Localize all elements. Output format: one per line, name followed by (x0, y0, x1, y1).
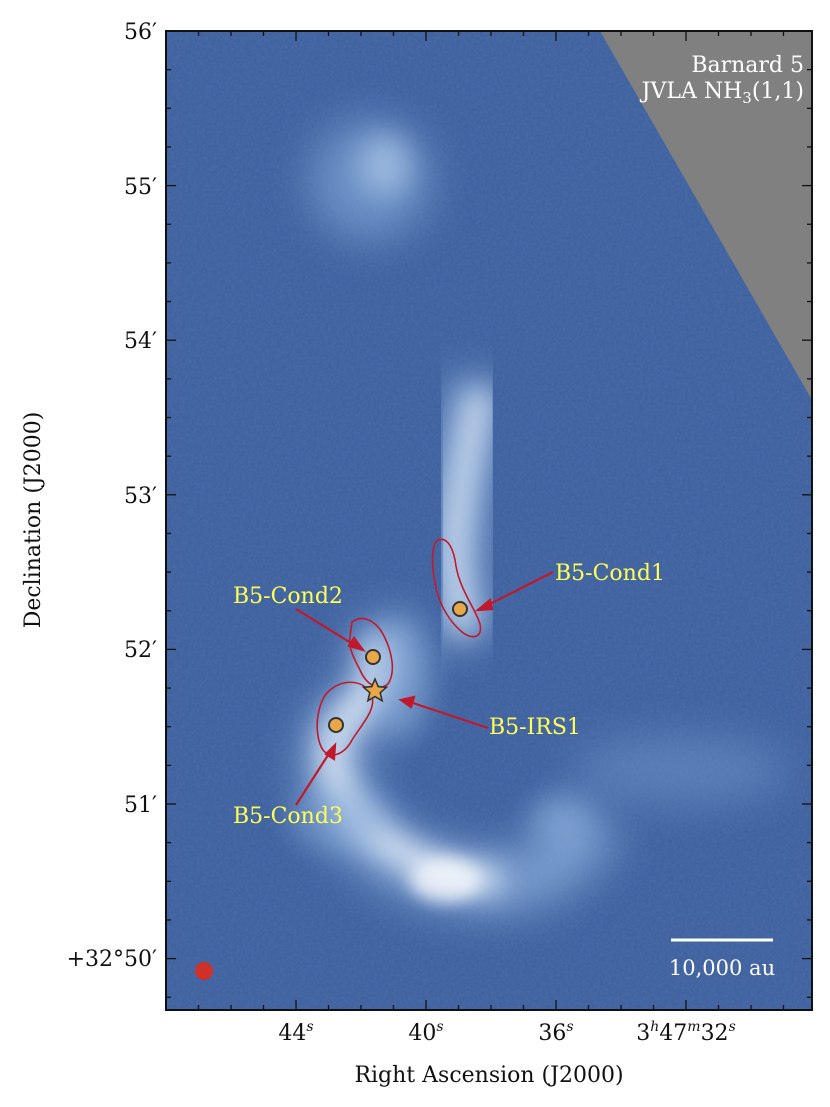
plot-frame (165, 30, 813, 1011)
x-tick-labels: 44s 40s 36s 3h47m32s (278, 1019, 735, 1046)
xtick-label: 36s (538, 1019, 573, 1046)
y-axis-label: Declination (J2000) (21, 412, 46, 629)
scale-bar-label: 10,000 au (669, 956, 775, 980)
marker-cond3 (328, 717, 344, 733)
axis-ticks (165, 30, 812, 1010)
label-cond3: B5-Cond3 (233, 804, 343, 829)
arrow-cond3 (295, 742, 337, 806)
map-image: B5-Cond1 B5-Cond2 B5-IRS1 B5-Cond3 Barna… (166, 31, 812, 1010)
xtick-label: 44s (278, 1019, 313, 1046)
ytick-label: +32°50′ (67, 947, 157, 972)
no-data-region (600, 31, 812, 400)
ytick-label: 53′ (124, 484, 157, 509)
arrow-cond1 (474, 571, 554, 612)
ytick-label: 54′ (124, 329, 157, 354)
label-irs1: B5-IRS1 (489, 715, 581, 740)
title-line1: Barnard 5 (691, 53, 804, 78)
arrows (295, 571, 554, 806)
y-tick-labels: 56′ 55′ 54′ 53′ 52′ 51′ +32°50′ (67, 20, 157, 972)
marker-cond1 (452, 601, 468, 617)
marker-irs1 (361, 676, 389, 703)
marker-cond2 (365, 649, 381, 665)
ytick-label: 51′ (124, 793, 157, 818)
ytick-label: 52′ (124, 638, 157, 663)
xtick-label: 3h47m32s (636, 1019, 736, 1046)
contour-cond2 (348, 617, 394, 688)
arrow-irs1 (398, 695, 489, 730)
contour-cond1 (431, 538, 482, 638)
contour-cond3 (316, 681, 374, 756)
title-line2: JVLA NH3(1,1) (640, 79, 804, 107)
ytick-label: 56′ (124, 20, 157, 45)
xtick-label: 40s (408, 1019, 443, 1046)
beam-marker (195, 962, 213, 980)
contours (316, 538, 482, 756)
x-axis-label: Right Ascension (J2000) (354, 1063, 623, 1088)
arrow-cond2 (295, 608, 366, 652)
label-cond2: B5-Cond2 (233, 584, 343, 609)
label-cond1: B5-Cond1 (555, 561, 665, 586)
ytick-label: 55′ (124, 175, 157, 200)
markers (328, 601, 468, 733)
